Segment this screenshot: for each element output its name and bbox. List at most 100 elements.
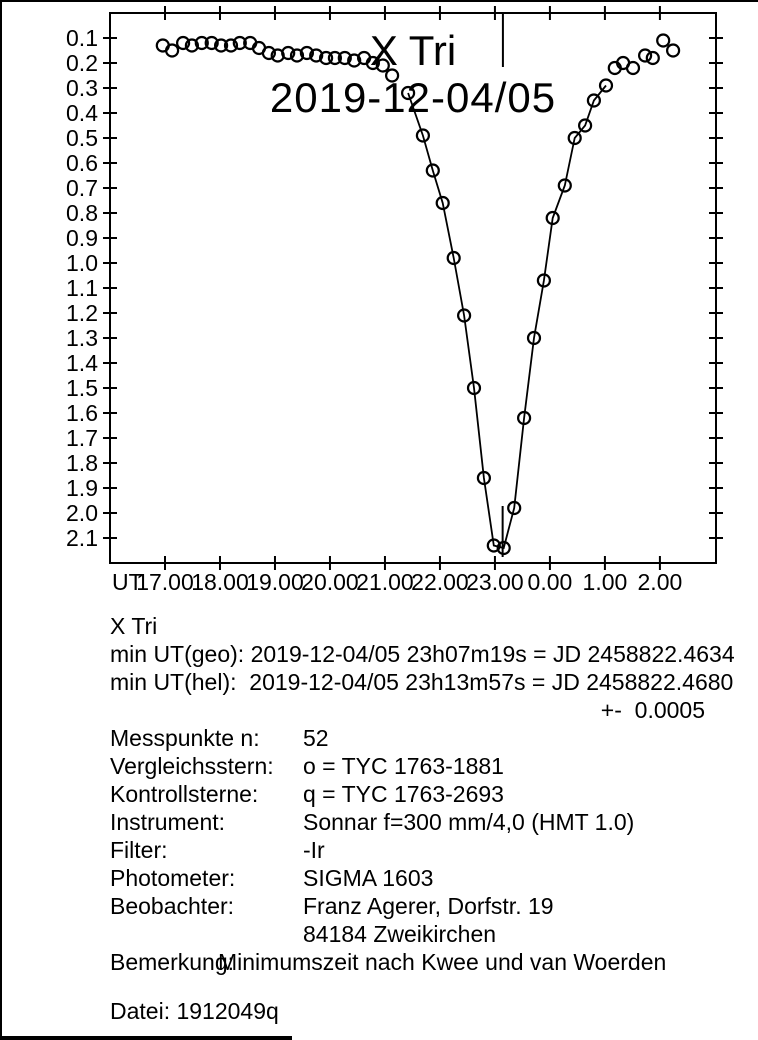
remark-label: Bemerkung:	[110, 949, 235, 975]
x-tick-label: 0.00	[528, 569, 573, 595]
data-point	[637, 48, 653, 63]
data-point	[214, 38, 229, 53]
data-point	[516, 410, 532, 426]
data-point	[232, 35, 247, 51]
chart-subtitle: 2019-12-04/05	[270, 74, 556, 121]
data-point	[625, 60, 641, 76]
chart-title: X Tri	[370, 27, 456, 74]
y-tick-label: 0.8	[66, 200, 98, 226]
detail-label: Photometer:	[110, 865, 236, 891]
y-tick-label: 0.5	[66, 125, 98, 151]
data-point	[486, 538, 501, 553]
y-tick-label: 1.0	[66, 250, 98, 276]
page-border-bottom	[0, 1036, 292, 1040]
y-tick-label: 1.3	[66, 325, 98, 351]
data-point	[435, 195, 450, 211]
detail-value: 52	[303, 725, 329, 751]
result-star-name: X Tri	[110, 613, 158, 639]
data-point	[507, 500, 522, 516]
detail-value: Franz Agerer, Dorfstr. 19	[303, 893, 554, 919]
x-tick-label: 23.00	[466, 569, 524, 595]
detail-row: Filter: -Ir	[110, 836, 634, 864]
remark-text: Minimumszeit nach Kwee und van Woerden	[218, 949, 667, 975]
x-tick-label: 17.00	[136, 569, 194, 595]
data-point	[347, 53, 362, 68]
data-point	[577, 118, 593, 133]
x-tick-label: 22.00	[411, 569, 469, 595]
data-point	[457, 308, 472, 323]
data-point	[194, 35, 209, 51]
detail-value: -Ir	[303, 837, 325, 863]
page-border-left	[0, 0, 2, 1040]
data-point	[337, 50, 352, 66]
data-point	[327, 50, 342, 66]
detail-row: 84184 Zweikirchen	[110, 920, 634, 948]
data-point	[261, 45, 276, 61]
data-point	[598, 78, 614, 93]
detail-value: SIGMA 1603	[303, 865, 434, 891]
detail-label: Vergleichsstern:	[110, 753, 274, 779]
detail-value: 84184 Zweikirchen	[303, 921, 497, 947]
data-point	[375, 58, 390, 73]
detail-row: Vergleichsstern: o = TYC 1763-1881	[110, 752, 634, 780]
data-point	[299, 45, 314, 61]
data-point	[309, 48, 324, 63]
fit-line	[407, 84, 607, 550]
data-point	[496, 540, 511, 556]
y-tick-label: 1.8	[66, 450, 98, 476]
data-point	[319, 50, 334, 66]
data-point	[567, 130, 582, 146]
detail-label: Instrument:	[110, 809, 226, 835]
y-tick-label: 1.5	[66, 375, 98, 401]
y-tick-label: 1.7	[66, 425, 98, 451]
data-point	[165, 43, 180, 58]
data-point	[281, 45, 296, 61]
y-tick-label: 1.4	[66, 350, 98, 376]
detail-row: Kontrollsterne: q = TYC 1763-2693	[110, 780, 634, 808]
x-tick-label: 1.00	[583, 569, 628, 595]
detail-label: Kontrollsterne:	[110, 781, 259, 807]
data-point	[476, 470, 491, 486]
result-uncertainty: +- 0.0005	[600, 697, 705, 723]
x-tick-label: 20.00	[301, 569, 359, 595]
detail-label: Beobachter:	[110, 893, 235, 919]
data-point	[415, 128, 430, 143]
data-point	[425, 163, 440, 178]
y-tick-label: 0.1	[66, 25, 98, 51]
detail-value: o = TYC 1763-1881	[303, 753, 504, 779]
detail-row: Beobachter: Franz Agerer, Dorfstr. 19	[110, 892, 634, 920]
y-tick-label: 0.3	[66, 75, 98, 101]
data-point	[645, 50, 660, 66]
detail-row: Photometer: SIGMA 1603	[110, 864, 634, 892]
data-point	[223, 38, 239, 53]
data-point	[184, 38, 199, 53]
page-border-top	[0, 0, 758, 2]
x-tick-label: 21.00	[356, 569, 414, 595]
detail-label: Messpunkte n:	[110, 725, 260, 751]
data-point	[466, 380, 482, 396]
y-tick-label: 1.1	[66, 275, 98, 301]
data-point	[656, 33, 671, 48]
y-tick-label: 1.2	[66, 300, 98, 326]
file-line: Datei: 1912049q	[110, 998, 279, 1024]
data-point	[385, 68, 400, 83]
x-tick-label: 18.00	[191, 569, 249, 595]
y-tick-label: 0.9	[66, 225, 98, 251]
data-point	[536, 273, 552, 288]
y-tick-label: 0.4	[66, 100, 98, 126]
detail-row: Messpunkte n: 52	[110, 724, 634, 752]
y-tick-label: 2.0	[66, 500, 98, 526]
data-point	[545, 210, 560, 226]
detail-value: Sonnar f=300 mm/4,0 (HMT 1.0)	[303, 809, 635, 835]
x-axis-unit-label: UT	[112, 569, 143, 595]
x-tick-label: 2.00	[638, 569, 683, 595]
detail-value: q = TYC 1763-2693	[303, 781, 504, 807]
y-tick-label: 0.6	[66, 150, 98, 176]
y-tick-label: 0.7	[66, 175, 98, 201]
detail-label: Filter:	[110, 837, 168, 863]
data-point	[176, 35, 191, 51]
data-point	[365, 55, 380, 71]
data-point	[289, 48, 305, 63]
